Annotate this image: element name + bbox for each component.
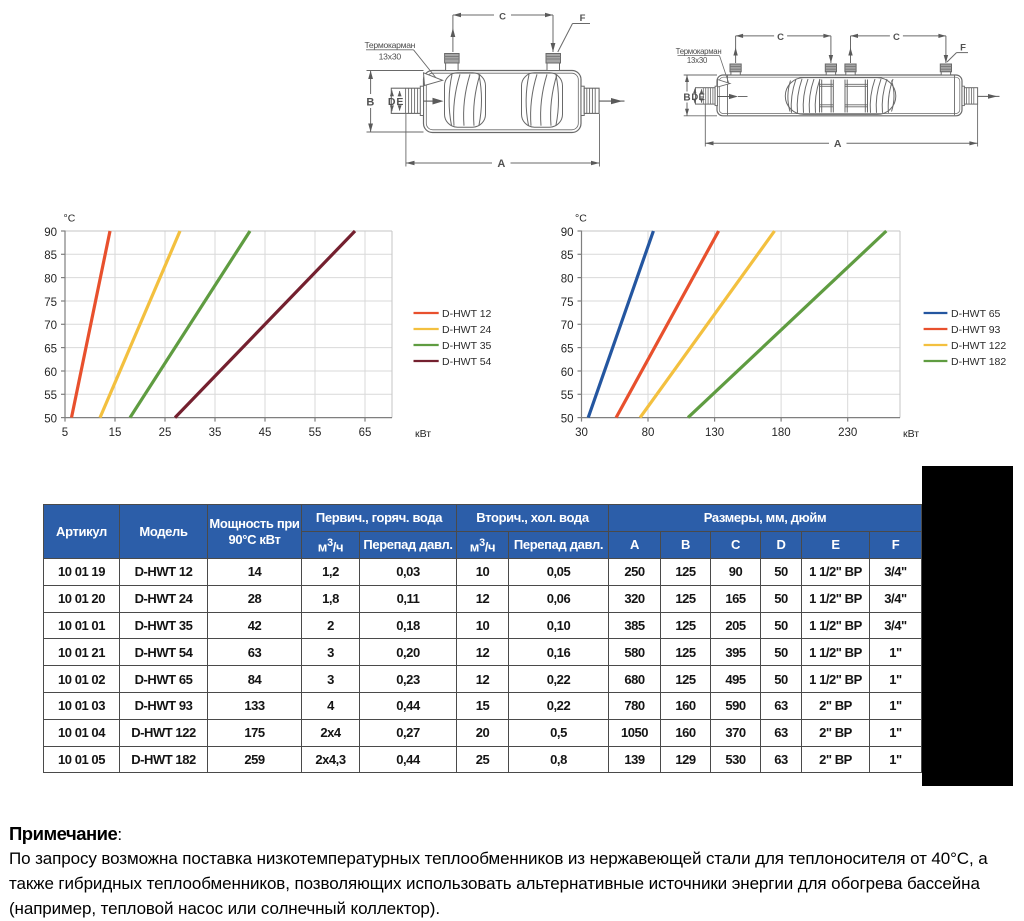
svg-text:85: 85 (561, 250, 574, 262)
svg-text:D-HWT 122: D-HWT 122 (951, 340, 1006, 352)
svg-text:Термокарман: Термокарман (364, 40, 415, 50)
svg-text:°C: °C (575, 213, 587, 225)
svg-text:C: C (893, 32, 900, 43)
svg-text:55: 55 (309, 427, 322, 439)
svg-text:80: 80 (44, 273, 57, 285)
svg-text:кВт: кВт (415, 428, 431, 440)
svg-text:C: C (499, 11, 506, 22)
svg-text:90: 90 (561, 227, 574, 239)
svg-text:D: D (691, 92, 698, 103)
svg-text:°C: °C (64, 213, 76, 225)
svg-text:50: 50 (561, 413, 574, 425)
svg-text:50: 50 (44, 413, 57, 425)
svg-text:D-HWT 65: D-HWT 65 (951, 308, 1001, 320)
svg-text:60: 60 (44, 367, 57, 379)
svg-text:B: B (683, 93, 690, 104)
svg-text:D-HWT 24: D-HWT 24 (442, 324, 492, 336)
svg-text:15: 15 (109, 427, 122, 439)
svg-text:D-HWT 54: D-HWT 54 (442, 356, 492, 368)
svg-text:45: 45 (259, 427, 272, 439)
svg-text:D-HWT 182: D-HWT 182 (951, 356, 1006, 368)
svg-text:13х30: 13х30 (379, 51, 402, 61)
svg-text:55: 55 (561, 390, 574, 402)
svg-text:75: 75 (561, 297, 574, 309)
svg-text:85: 85 (44, 250, 57, 262)
svg-text:D: D (388, 96, 396, 108)
svg-text:30: 30 (575, 427, 588, 439)
svg-text:F: F (960, 43, 966, 54)
svg-text:кВт: кВт (903, 428, 919, 440)
svg-text:55: 55 (44, 390, 57, 402)
svg-text:65: 65 (44, 343, 57, 355)
svg-text:B: B (366, 97, 374, 109)
svg-text:E: E (699, 92, 705, 103)
svg-text:70: 70 (44, 320, 57, 332)
svg-text:65: 65 (359, 427, 372, 439)
svg-text:F: F (580, 13, 586, 24)
svg-text:A: A (497, 158, 505, 170)
svg-text:80: 80 (642, 427, 655, 439)
svg-text:180: 180 (772, 427, 791, 439)
svg-text:35: 35 (209, 427, 222, 439)
svg-text:60: 60 (561, 367, 574, 379)
svg-text:D-HWT 93: D-HWT 93 (951, 324, 1001, 336)
svg-text:65: 65 (561, 343, 574, 355)
svg-text:E: E (396, 96, 403, 108)
svg-text:13х30: 13х30 (687, 56, 708, 65)
svg-text:230: 230 (838, 427, 857, 439)
svg-text:70: 70 (561, 320, 574, 332)
svg-text:25: 25 (159, 427, 172, 439)
svg-text:75: 75 (44, 297, 57, 309)
svg-text:90: 90 (44, 227, 57, 239)
svg-text:Термокарман: Термокарман (676, 47, 722, 56)
svg-text:C: C (777, 32, 784, 43)
svg-text:A: A (834, 138, 842, 150)
svg-text:130: 130 (705, 427, 724, 439)
svg-text:80: 80 (561, 273, 574, 285)
svg-text:D-HWT 12: D-HWT 12 (442, 308, 492, 320)
svg-text:5: 5 (62, 427, 68, 439)
svg-text:D-HWT 35: D-HWT 35 (442, 340, 492, 352)
